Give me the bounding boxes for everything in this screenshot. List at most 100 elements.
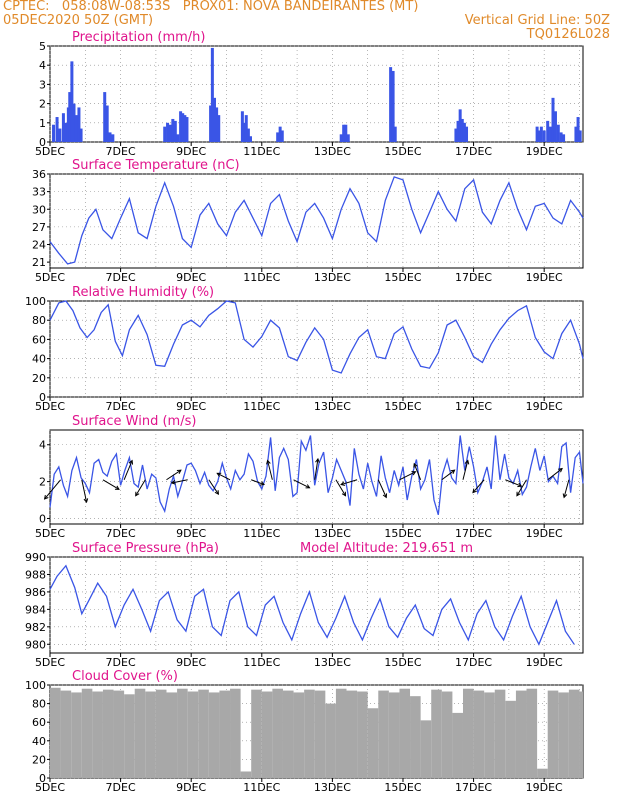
- x-tick-label: 9DEC: [176, 271, 206, 284]
- precip-bar: [549, 126, 553, 142]
- cloud-bar: [378, 690, 389, 778]
- x-tick-label: 11DEC: [243, 400, 280, 413]
- y-tick-label: 982: [25, 621, 46, 634]
- cloud-bar: [282, 690, 294, 778]
- x-tick-label: 13DEC: [314, 656, 351, 669]
- precip-bar: [61, 113, 65, 142]
- precip-bar: [215, 107, 219, 142]
- y-tick-label: 980: [25, 638, 46, 651]
- cloud-bar: [155, 689, 167, 778]
- precip-bar: [462, 122, 466, 142]
- cloud-bar: [198, 689, 209, 778]
- y-tick-label: 100: [25, 295, 46, 308]
- precip-bar: [52, 124, 56, 142]
- x-tick-label: 9DEC: [176, 656, 206, 669]
- wind-arrow-head: [128, 459, 134, 465]
- wind-arrow: [267, 460, 273, 480]
- cloud-bar: [50, 687, 61, 778]
- precip-bar: [181, 113, 185, 142]
- wind-arrow-head: [216, 472, 222, 477]
- header-line1: CPTEC: 058:08W-08:53S PROX01: NOVA BANDE…: [3, 0, 419, 14]
- series-line: [49, 435, 584, 515]
- cloud-bar: [484, 692, 495, 778]
- cloud-bar: [335, 688, 347, 778]
- precip-bar: [185, 117, 189, 142]
- wind-arrow: [123, 460, 133, 480]
- cloud-bar: [462, 688, 474, 778]
- y-tick-label: 4: [39, 439, 46, 452]
- cloud-bar: [251, 689, 262, 778]
- precip-bar: [79, 128, 83, 142]
- precip-bar: [64, 122, 68, 142]
- y-tick-label: 24: [32, 239, 46, 252]
- wind-arrow: [293, 479, 310, 489]
- y-tick-label: 1: [39, 117, 46, 130]
- precip-bar: [562, 134, 566, 142]
- cloud-bar: [177, 688, 188, 778]
- wind-arrow: [441, 469, 455, 481]
- cloud-bar: [568, 689, 580, 778]
- precip-bar: [553, 111, 557, 142]
- x-tick-label: 7DEC: [106, 527, 136, 540]
- x-tick-label: 7DEC: [106, 781, 136, 794]
- precip-bar: [342, 124, 346, 142]
- x-tick-label: 11DEC: [243, 656, 280, 669]
- wind-arrow: [81, 479, 88, 503]
- cloud-bar: [505, 700, 516, 778]
- precip-bar: [454, 128, 458, 142]
- precip-bar: [578, 130, 582, 142]
- y-tick-label: 30: [32, 203, 46, 216]
- wind-arrow: [314, 458, 319, 480]
- wind-arrow-head: [266, 459, 271, 465]
- wind-arrow: [413, 463, 422, 480]
- precip-bar: [179, 111, 183, 142]
- precip-bar: [276, 132, 280, 142]
- precip-bar: [55, 117, 59, 142]
- panel-subtitle: Model Altitude: 219.651 m: [300, 541, 473, 556]
- x-tick-label: 19DEC: [526, 400, 563, 413]
- x-tick-label: 7DEC: [106, 271, 136, 284]
- wind-arrow: [44, 479, 61, 500]
- cloud-bar: [81, 688, 93, 778]
- cloud-bar: [410, 696, 421, 778]
- y-tick-label: 40: [32, 735, 46, 748]
- panel-2: 0 20 40 60 80 100 5DEC 7DEC 9DEC 11DEC 13DEC 15DEC 1…: [25, 285, 584, 413]
- wind-arrow-head: [516, 491, 521, 497]
- cloud-bar: [558, 692, 569, 778]
- precip-bar: [168, 124, 172, 142]
- cloud-bar: [399, 688, 411, 778]
- cloud-bar: [537, 768, 548, 778]
- wind-arrow-head: [413, 462, 418, 468]
- precip-bar: [346, 134, 350, 142]
- wind-arrow-head: [464, 459, 470, 465]
- cloud-bar: [60, 690, 72, 778]
- precip-bar: [458, 109, 462, 142]
- cloud-bar: [314, 690, 326, 778]
- precip-bar: [574, 126, 578, 142]
- wind-arrow: [563, 479, 570, 498]
- panel-title: Surface Temperature (nC): [72, 158, 240, 173]
- cloud-bar: [526, 688, 538, 778]
- precip-bar: [546, 120, 550, 142]
- x-tick-label: 13DEC: [314, 271, 351, 284]
- wind-arrow-head: [114, 485, 120, 490]
- plot-frame: [49, 173, 584, 269]
- y-tick-label: 988: [25, 568, 46, 581]
- x-tick-label: 15DEC: [384, 781, 421, 794]
- x-tick-label: 5DEC: [35, 656, 65, 669]
- precip-bar: [183, 115, 187, 142]
- x-tick-label: 17DEC: [455, 656, 492, 669]
- y-tick-label: 3: [39, 78, 46, 91]
- wind-arrow-head: [558, 467, 563, 473]
- y-tick-label: 20: [32, 372, 46, 385]
- precip-bar: [389, 67, 393, 142]
- precip-bar: [246, 128, 250, 142]
- precip-bar: [111, 134, 115, 142]
- y-tick-label: 20: [32, 753, 46, 766]
- cloud-bar: [166, 692, 178, 778]
- y-tick-label: 0: [39, 772, 46, 785]
- y-tick-label: 33: [32, 186, 46, 199]
- wind-arrow-head: [411, 471, 417, 476]
- cloud-bar: [515, 690, 527, 778]
- precip-bar: [248, 136, 252, 142]
